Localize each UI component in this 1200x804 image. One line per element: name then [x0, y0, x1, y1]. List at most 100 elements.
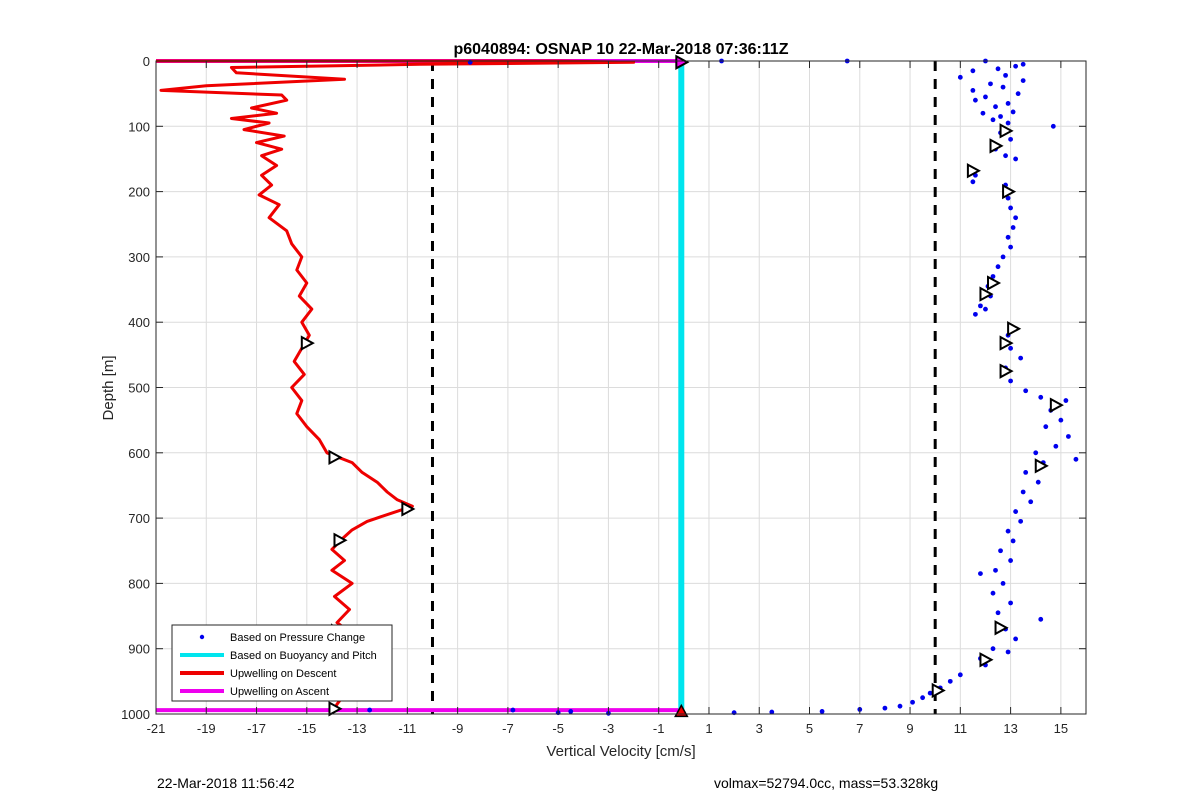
pressure-point [1008, 205, 1013, 211]
y-tick-label: 900 [128, 642, 150, 657]
x-tick-label: -13 [348, 721, 367, 736]
pressure-point [1038, 616, 1044, 622]
pressure-point [1063, 398, 1069, 403]
pressure-point [568, 708, 574, 714]
ascent-marker [979, 286, 994, 302]
pressure-point [1008, 244, 1013, 250]
pressure-point [1050, 123, 1056, 129]
pressure-point [983, 306, 988, 312]
pressure-point [1005, 649, 1011, 655]
pressure-point [1038, 394, 1044, 400]
pressure-point [1008, 345, 1013, 351]
pressure-point [927, 690, 933, 696]
pressure-point [920, 695, 926, 701]
y-tick-label: 600 [128, 446, 150, 461]
legend-box [171, 624, 393, 702]
x-tick-label: 1 [705, 721, 712, 736]
descent-marker [328, 449, 343, 466]
pressure-point [367, 707, 373, 713]
y-tick-label: 200 [128, 185, 150, 200]
pressure-point [897, 703, 903, 709]
pressure-point [1013, 636, 1019, 642]
legend-entry-label: Upwelling on Descent [230, 668, 336, 680]
axis-layer: -21 -19 -17 -15 -13 -11 -9 -7 -5 -3 -1 1 3 5 7 9 11 13 150… [121, 54, 1086, 736]
legend: Based on Pressure Change Based on Buoyanc… [171, 624, 393, 702]
descent-line [156, 59, 636, 711]
x-tick-label: -5 [552, 721, 564, 736]
y-tick-label: 300 [128, 250, 150, 265]
pressure-point [990, 274, 996, 279]
pressure-point [1013, 509, 1019, 514]
pressure-point [1013, 215, 1019, 221]
legend-entry-label: Based on Buoyancy and Pitch [230, 650, 377, 662]
pressure-point [1008, 136, 1013, 142]
y-tick-label: 700 [128, 511, 150, 526]
pressure-point [1033, 450, 1039, 456]
pressure-point [983, 94, 988, 100]
pressure-point [1005, 101, 1011, 106]
pressure-point [973, 97, 978, 103]
pressure-point [1003, 153, 1008, 159]
descent-marker [333, 532, 348, 548]
pressure-point [998, 114, 1003, 119]
x-tick-label: 3 [756, 721, 763, 736]
x-tick-label: -3 [603, 721, 615, 736]
legend-swatch-points [199, 634, 205, 640]
pressure-point [1066, 434, 1071, 439]
y-tick-label: 1000 [121, 707, 150, 722]
pressure-point [995, 66, 1001, 72]
pressure-point [1000, 84, 1006, 90]
x-tick-label: 7 [856, 721, 863, 736]
pressure-point [1013, 156, 1019, 162]
x-tick-label: 5 [806, 721, 813, 736]
ascent-marker [979, 652, 994, 668]
ascent-marker [989, 138, 1004, 154]
pressure-point [1020, 78, 1026, 83]
x-axis-label: Vertical Velocity [cm/s] [546, 743, 695, 760]
pressure-point [1000, 581, 1006, 586]
pressure-point [993, 104, 998, 110]
pressure-point [957, 672, 963, 678]
ascent-marker [1007, 321, 1022, 337]
pressure-point [980, 110, 986, 116]
pressure-point [1023, 388, 1029, 394]
ascent-marker [999, 363, 1014, 379]
pressure-point [1028, 499, 1034, 505]
pressure-point [1035, 479, 1041, 485]
pressure-point [1018, 355, 1024, 361]
pressure-point [1053, 443, 1059, 449]
legend-entry-label: Based on Pressure Change [230, 632, 365, 644]
y-tick-label: 400 [128, 315, 150, 330]
pressure-point [1008, 378, 1013, 384]
y-axis-label: Depth [m] [100, 355, 117, 420]
y-tick-label: 500 [128, 381, 150, 396]
pressure-point [970, 87, 976, 93]
pressure-point [995, 610, 1001, 616]
y-tick-label: 100 [128, 119, 150, 134]
descent-marker [300, 335, 315, 351]
pressure-point [1010, 538, 1016, 544]
legend-entry-label: Upwelling on Ascent [230, 686, 329, 698]
pressure-point [769, 709, 775, 715]
pressure-point [1043, 424, 1049, 430]
pressure-point [1010, 225, 1016, 230]
pressure-point [882, 705, 888, 711]
pressure-point [978, 571, 983, 577]
pressure-point [910, 699, 915, 705]
ascent-marker [994, 620, 1009, 636]
pressure-point [1000, 254, 1006, 260]
pressure-point [947, 678, 953, 684]
float-params-footer: volmax=52794.0cc, mass=53.328kg [714, 775, 939, 791]
ascent-marker [1049, 397, 1064, 413]
y-tick-label: 800 [128, 576, 150, 591]
pressure-point [995, 264, 1001, 270]
pressure-point [1005, 120, 1011, 126]
x-tick-label: -19 [197, 721, 216, 736]
pressure-point [1018, 518, 1024, 524]
pressure-point [1005, 195, 1011, 201]
pressure-point [1023, 469, 1029, 475]
ascent-start-marker [675, 54, 690, 70]
pressure-point [1013, 63, 1019, 69]
timestamp-footer: 22-Mar-2018 11:56:42 [157, 775, 295, 791]
